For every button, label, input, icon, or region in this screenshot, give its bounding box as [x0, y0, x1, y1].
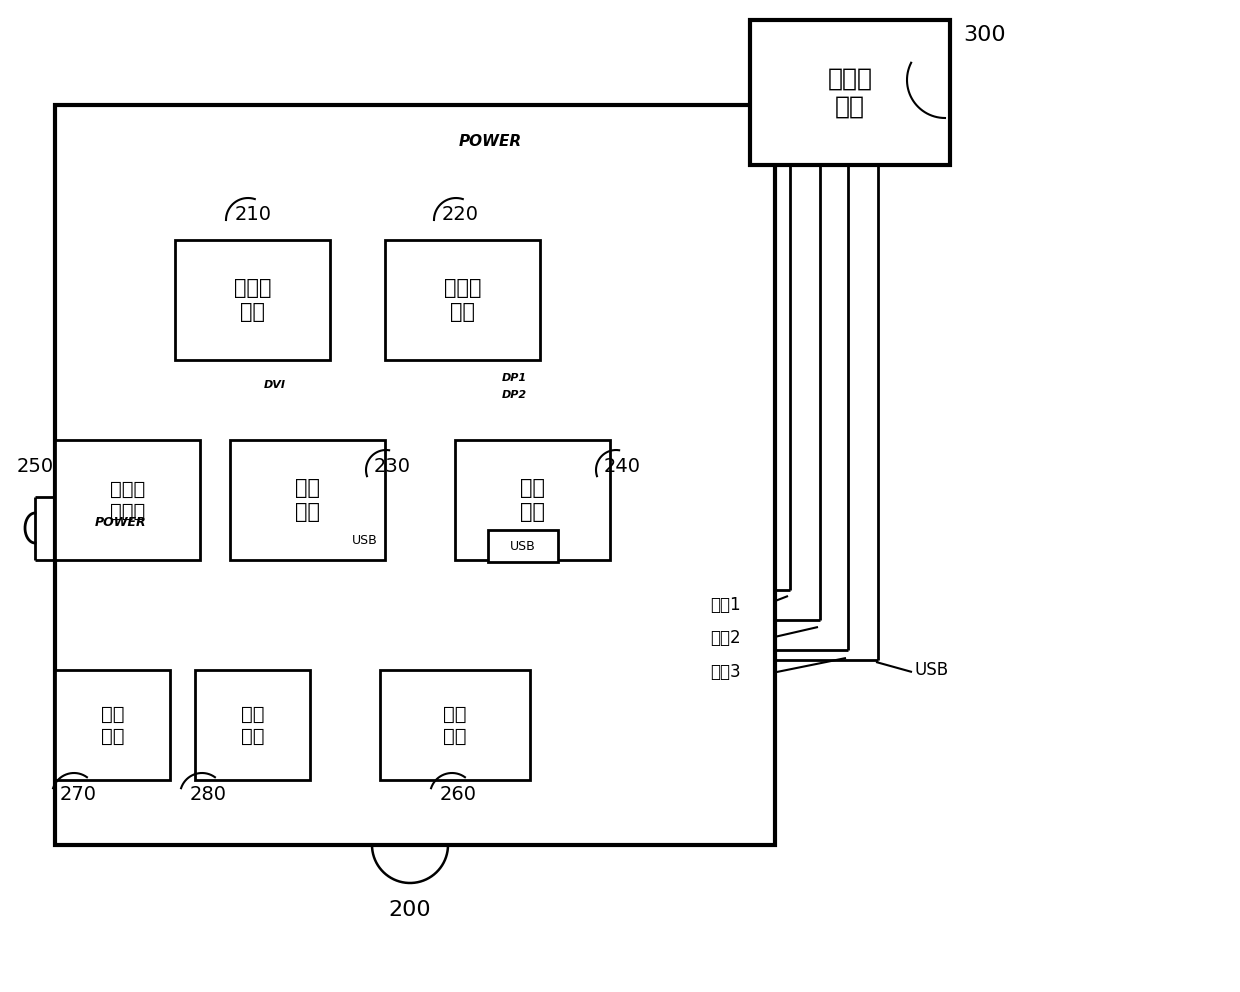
Text: 输入
设备: 输入 设备 [443, 704, 466, 746]
Bar [175, 240, 330, 360]
Text: 第一
主机: 第一 主机 [295, 478, 320, 522]
Text: 第二
主机: 第二 主机 [520, 478, 546, 522]
Text: 信号2: 信号2 [709, 629, 740, 647]
Text: USB: USB [352, 534, 378, 547]
Text: USB: USB [510, 540, 536, 553]
Bar [55, 440, 200, 560]
Bar [750, 20, 950, 165]
Text: 300: 300 [963, 25, 1007, 45]
Text: 220: 220 [441, 205, 479, 224]
Text: USB: USB [915, 661, 949, 679]
Text: 210: 210 [234, 205, 272, 224]
Bar [455, 440, 610, 560]
Text: 260: 260 [439, 786, 476, 805]
Text: 240: 240 [604, 457, 641, 476]
Text: 电源
开关: 电源 开关 [100, 704, 124, 746]
Text: 200: 200 [388, 900, 432, 920]
Text: POWER: POWER [459, 135, 522, 150]
Text: 230: 230 [373, 457, 410, 476]
Bar [384, 240, 539, 360]
Text: 270: 270 [60, 786, 97, 805]
Text: 会诊显
示器: 会诊显 示器 [827, 66, 873, 118]
Bar [195, 670, 310, 780]
Text: POWER: POWER [95, 517, 146, 530]
Bar [55, 105, 775, 845]
Text: 第一显
示器: 第一显 示器 [234, 279, 272, 321]
Text: 电源控
制模块: 电源控 制模块 [110, 479, 145, 521]
Text: DP1: DP1 [502, 373, 527, 383]
Text: DP2: DP2 [502, 390, 527, 400]
Text: 第二显
示器: 第二显 示器 [444, 279, 481, 321]
Bar [229, 440, 384, 560]
Text: 250: 250 [16, 457, 53, 476]
Bar [55, 670, 170, 780]
Text: DVI: DVI [264, 380, 286, 390]
Text: 280: 280 [190, 786, 227, 805]
Text: 其它
接口: 其它 接口 [241, 704, 264, 746]
Bar [379, 670, 529, 780]
Bar [489, 530, 558, 562]
Text: 信号3: 信号3 [709, 663, 740, 681]
Text: 信号1: 信号1 [709, 596, 740, 614]
